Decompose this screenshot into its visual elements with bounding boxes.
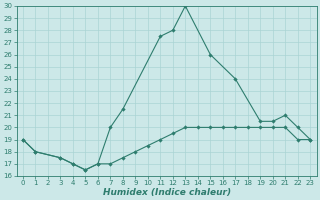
X-axis label: Humidex (Indice chaleur): Humidex (Indice chaleur) — [102, 188, 231, 197]
